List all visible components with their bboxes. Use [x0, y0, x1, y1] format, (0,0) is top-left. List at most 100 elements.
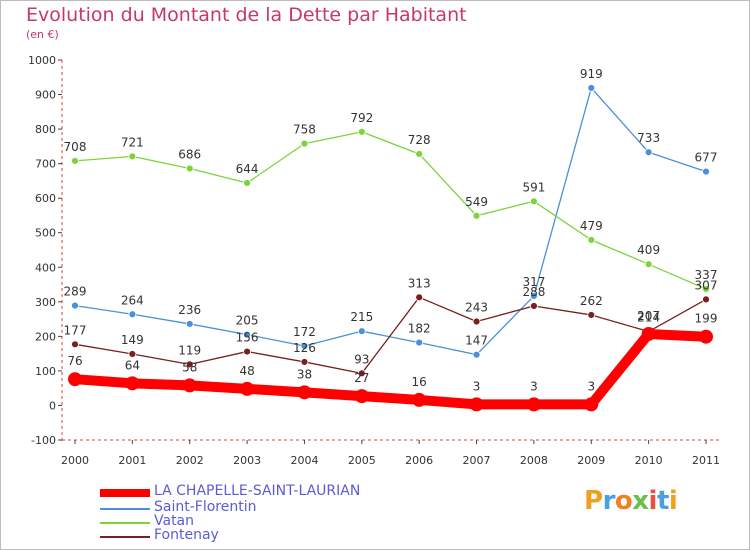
- data-label: 215: [350, 310, 373, 324]
- data-point: [125, 376, 140, 391]
- data-point: [185, 320, 194, 328]
- data-label: 264: [121, 293, 144, 307]
- chart-title: Evolution du Montant de la Dette par Hab…: [26, 4, 467, 26]
- data-label: 27: [354, 371, 369, 385]
- data-point: [415, 150, 424, 158]
- x-tick-label: 2005: [348, 454, 376, 467]
- data-label: 76: [67, 354, 82, 368]
- data-label: 243: [465, 301, 488, 315]
- data-point: [469, 397, 484, 412]
- data-label: 721: [121, 135, 144, 149]
- data-label: 677: [695, 151, 718, 165]
- x-tick-label: 2004: [290, 454, 318, 467]
- data-point: [644, 148, 653, 157]
- series-line-2: [74, 131, 707, 290]
- data-point: [699, 329, 713, 344]
- data-point: [530, 197, 538, 206]
- y-tick-label: 400: [35, 261, 56, 274]
- data-point: [587, 311, 596, 319]
- data-label: 317: [522, 275, 545, 289]
- data-point: [71, 301, 79, 310]
- data-label: 93: [354, 352, 369, 366]
- series-line-3: [74, 296, 707, 374]
- data-label: 156: [236, 331, 259, 345]
- series-line-0: [70, 328, 711, 410]
- x-tick-label: 2003: [233, 454, 261, 467]
- data-point: [584, 397, 599, 412]
- data-label: 182: [408, 322, 431, 336]
- data-label: 3: [530, 379, 538, 393]
- data-point: [243, 330, 251, 339]
- data-label: 16: [412, 375, 427, 389]
- data-point: [644, 260, 653, 269]
- data-point: [412, 392, 427, 407]
- data-point: [240, 381, 255, 396]
- data-point: [185, 360, 194, 369]
- data-point: [587, 236, 596, 244]
- data-label: 38: [297, 367, 312, 381]
- data-label: 288: [522, 285, 545, 299]
- data-point: [128, 310, 137, 319]
- y-tick-label: 700: [35, 158, 56, 171]
- data-label: 758: [293, 123, 316, 137]
- data-label: 147: [465, 334, 488, 348]
- data-point: [702, 295, 710, 304]
- data-label: 591: [522, 180, 545, 194]
- data-label: 479: [580, 219, 603, 233]
- data-point: [357, 327, 366, 336]
- x-tick-label: 2007: [463, 454, 491, 467]
- data-label: 307: [695, 278, 718, 292]
- x-tick-label: 2001: [118, 454, 146, 467]
- y-tick-label: -100: [31, 434, 56, 447]
- data-label: 177: [64, 323, 87, 337]
- legend-swatch: [100, 489, 150, 497]
- x-tick-label: 2008: [520, 454, 548, 467]
- data-point: [185, 164, 194, 173]
- x-tick-label: 2000: [61, 454, 89, 467]
- data-label: 205: [236, 314, 259, 328]
- data-label: 409: [637, 243, 660, 257]
- data-point: [472, 317, 481, 326]
- data-point: [702, 285, 710, 293]
- data-point: [354, 389, 369, 404]
- y-tick-label: 200: [35, 330, 56, 343]
- proxiti-logo: Proxiti: [584, 486, 678, 516]
- y-tick-label: 0: [49, 399, 56, 412]
- data-label: 708: [64, 140, 87, 154]
- data-label: 337: [695, 268, 718, 282]
- legend-swatch: [100, 522, 150, 524]
- legend-swatch: [100, 508, 150, 510]
- y-tick-label: 100: [35, 365, 56, 378]
- data-label: 733: [637, 131, 660, 145]
- data-label: 236: [178, 303, 201, 317]
- data-point: [587, 84, 596, 92]
- data-point: [702, 167, 710, 176]
- x-tick-label: 2006: [405, 454, 433, 467]
- data-point: [357, 369, 366, 378]
- x-tick-label: 2011: [692, 454, 720, 467]
- data-point: [182, 378, 197, 393]
- series-line-1: [74, 87, 707, 356]
- data-point: [472, 350, 481, 359]
- data-point: [526, 397, 541, 412]
- data-point: [530, 302, 538, 310]
- data-label: 313: [408, 276, 431, 290]
- data-point: [300, 342, 309, 350]
- data-point: [71, 156, 79, 165]
- x-tick-label: 2010: [635, 454, 663, 467]
- data-point: [128, 350, 137, 358]
- data-label: 549: [465, 195, 488, 209]
- legend-label: LA CHAPELLE-SAINT-LAURIAN: [154, 483, 361, 499]
- data-point: [243, 179, 251, 187]
- data-label: 48: [239, 364, 254, 378]
- legend-label: Fontenay: [154, 527, 219, 543]
- x-tick-label: 2009: [577, 454, 605, 467]
- x-tick-label: 2002: [176, 454, 204, 467]
- data-point: [300, 358, 309, 366]
- data-point: [415, 338, 424, 347]
- data-label: 207: [637, 309, 660, 323]
- data-point: [71, 340, 79, 349]
- data-point: [472, 211, 481, 220]
- data-label: 64: [125, 358, 140, 372]
- y-tick-label: 900: [35, 89, 56, 102]
